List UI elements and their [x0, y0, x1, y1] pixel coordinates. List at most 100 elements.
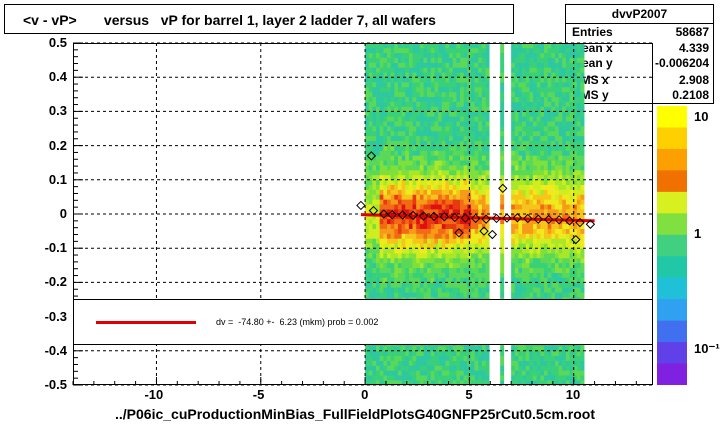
heatmap-cell [441, 145, 446, 151]
heatmap-cell [511, 179, 516, 185]
stat-value: 4.339 [678, 41, 709, 55]
heatmap-cell [419, 116, 424, 122]
heatmap-cell [547, 209, 552, 215]
heatmap-cell [533, 96, 537, 102]
heatmap-cell [463, 287, 468, 293]
heatmap-cell [565, 370, 570, 376]
heatmap-cell [408, 62, 413, 68]
heatmap-cell [525, 272, 530, 278]
heatmap-cell [481, 223, 486, 229]
heatmap-cell [525, 282, 530, 288]
heatmap-cell [525, 360, 530, 366]
heatmap-cell [394, 165, 399, 171]
heatmap-cell [525, 43, 530, 49]
heatmap-cell [438, 135, 443, 142]
heatmap-cell [500, 86, 505, 93]
heatmap-cell [456, 179, 461, 185]
heatmap-cell [397, 135, 402, 142]
heatmap-cell [456, 101, 461, 107]
heatmap-cell [365, 248, 370, 254]
heatmap-cell [401, 223, 406, 229]
heatmap-cell [518, 96, 523, 102]
heatmap-cell [376, 62, 380, 68]
heatmap-cell [452, 170, 457, 176]
heatmap-cell [438, 204, 443, 210]
heatmap-cell [390, 72, 395, 78]
heatmap-cell [445, 189, 450, 195]
heatmap-cell [500, 365, 505, 371]
heatmap-cell [383, 345, 388, 352]
heatmap-cell [427, 140, 432, 146]
heatmap-cell [547, 282, 552, 288]
heatmap-cell [514, 248, 519, 254]
heatmap-cell [430, 375, 435, 381]
heatmap-cell [558, 375, 563, 381]
heatmap-cell [416, 248, 421, 254]
heatmap-cell [372, 111, 377, 117]
heatmap-cell [573, 277, 578, 283]
heatmap-cell [456, 380, 461, 386]
heatmap-cell [525, 292, 530, 298]
heatmap-cell [478, 365, 483, 371]
heatmap-cell [386, 233, 391, 239]
heatmap-cell [401, 370, 406, 376]
heatmap-cell [390, 204, 395, 210]
heatmap-cells [365, 43, 585, 386]
heatmap-cell [445, 155, 450, 161]
heatmap-cell [543, 218, 548, 225]
heatmap-cell [525, 52, 530, 58]
heatmap-cell [372, 116, 377, 122]
heatmap-cell [452, 189, 457, 195]
heatmap-cell [379, 160, 384, 166]
heatmap-cell [547, 47, 552, 54]
heatmap-cell [379, 62, 384, 68]
heatmap-cell [434, 170, 439, 176]
heatmap-cell [511, 223, 516, 229]
heatmap-cell [554, 262, 559, 269]
heatmap-cell [397, 370, 402, 376]
heatmap-cell [576, 345, 581, 352]
heatmap-cell [554, 375, 559, 381]
heatmap-cell [540, 355, 545, 361]
heatmap-cell [514, 47, 519, 54]
heatmap-cell [379, 204, 384, 210]
heatmap-cell [445, 174, 450, 181]
heatmap-cell [500, 160, 505, 166]
heatmap-cell [379, 365, 384, 371]
heatmap-cell [562, 380, 567, 386]
heatmap-cell [533, 262, 537, 269]
heatmap-cell [554, 199, 559, 205]
heatmap-cell [543, 243, 548, 249]
stat-value: 58687 [675, 25, 709, 39]
heatmap-cell [408, 228, 413, 234]
heatmap-cell [525, 223, 530, 229]
heatmap-cell [569, 121, 574, 127]
heatmap-cell [408, 194, 413, 200]
heatmap-cell [551, 72, 556, 78]
heatmap-cell [580, 345, 585, 352]
heatmap-cell [438, 82, 443, 88]
heatmap-cell [518, 126, 523, 132]
heatmap-cell [511, 77, 516, 83]
heatmap-cell [376, 272, 380, 278]
heatmap-cell [408, 52, 413, 58]
heatmap-cell [569, 262, 574, 269]
heatmap-cell [390, 121, 395, 127]
heatmap-cell [423, 101, 428, 107]
heatmap-cell [427, 292, 432, 298]
heatmap-cell [467, 223, 472, 229]
heatmap-cell [405, 370, 410, 376]
heatmap-cell [452, 287, 457, 293]
heatmap-cell [518, 62, 523, 68]
heatmap-cell [481, 145, 486, 151]
heatmap-cell [372, 228, 377, 234]
heatmap-cell [405, 355, 410, 361]
heatmap-cell [522, 267, 527, 273]
heatmap-cell [460, 350, 464, 356]
heatmap-cell [405, 345, 410, 352]
heatmap-cell [533, 292, 537, 298]
heatmap-cell [562, 345, 567, 352]
heatmap-cell [565, 199, 570, 205]
heatmap-cell [580, 67, 585, 73]
heatmap-cell [405, 199, 410, 205]
